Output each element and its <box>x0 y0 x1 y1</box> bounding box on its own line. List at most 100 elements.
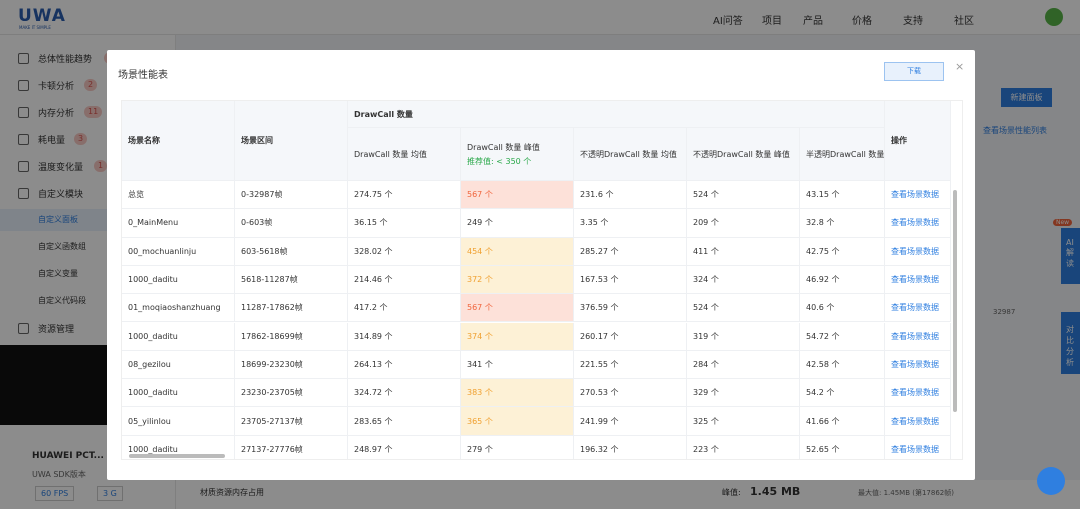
table-header-cell: 操作 <box>885 101 951 181</box>
table-header-cell[interactable]: 不透明DrawCall 数量 峰值 <box>687 128 800 181</box>
peak-value: 1.45 MB <box>750 485 801 498</box>
sidebar-item[interactable]: 卡顿分析 2 <box>0 74 175 96</box>
table-cell: 3.35 个 <box>574 209 687 238</box>
table-cell: 05_yilinlou <box>122 407 235 436</box>
scene-list-link[interactable]: 查看场景性能列表 <box>983 126 1047 135</box>
column-title: DrawCall 数量 均值 <box>354 149 427 159</box>
sidebar-item[interactable]: 自定义模块 <box>0 182 175 204</box>
sidebar-label: 自定义函数组 <box>38 242 86 251</box>
nav-item[interactable]: 项目 <box>762 16 782 27</box>
table-cell: 324 个 <box>687 265 800 295</box>
logo: UWA <box>18 6 66 26</box>
fps-select[interactable]: 60 FPS <box>35 486 75 501</box>
new-panel-button[interactable]: 新建面板 <box>1001 88 1052 107</box>
table-cell: 42.58 个 <box>800 350 885 380</box>
modal: 场景性能表 下载 × 场景名称 场景区间 DrawCall 数量 DrawCall 数量 均… <box>107 50 975 480</box>
peak-label: 峰值: <box>722 488 741 497</box>
max-value: 最大值: 1.45MB (第17862帧) <box>858 489 954 497</box>
table-cell: 249 个 <box>461 209 574 238</box>
table-cell: 567 个 <box>461 181 574 210</box>
sidebar-icon <box>18 107 29 118</box>
view-link[interactable]: 查看场景数据 <box>885 209 951 238</box>
recommend-note: 推荐值: < 350 个 <box>467 156 532 166</box>
sidebar-item[interactable]: 自定义代码段 <box>0 290 175 312</box>
view-link[interactable]: 查看场景数据 <box>885 435 951 459</box>
table-cell: 603-5618帧 <box>235 237 348 266</box>
chat-button[interactable] <box>1037 467 1065 495</box>
table-cell: 221.55 个 <box>574 350 687 380</box>
table-cell: 0-32987帧 <box>235 181 348 210</box>
table-cell: 32.8 个 <box>800 209 885 238</box>
avatar <box>1045 8 1063 26</box>
table-cell: 27137-27776帧 <box>235 435 348 459</box>
table-header-cell[interactable]: DrawCall 数量 峰值 推荐值: < 350 个 <box>461 128 574 181</box>
table-cell: 283.65 个 <box>348 407 461 436</box>
sidebar-label: 自定义变量 <box>38 269 78 278</box>
view-link[interactable]: 查看场景数据 <box>885 181 951 210</box>
table-cell: 341 个 <box>461 350 574 380</box>
sidebar-item[interactable]: 自定义函数组 <box>0 236 175 258</box>
compare-button[interactable]: 对比分析 <box>1061 312 1080 374</box>
table-cell: 285.27 个 <box>574 237 687 266</box>
table-cell: 41.66 个 <box>800 407 885 436</box>
table-cell: 383 个 <box>461 379 574 408</box>
h-scrollbar <box>129 454 225 458</box>
sidebar-item[interactable]: 自定义变量 <box>0 263 175 285</box>
nav-item[interactable]: 价格 <box>852 16 872 27</box>
sidebar-item[interactable]: 耗电量 3 <box>0 128 175 150</box>
table-cell: 1000_daditu <box>122 435 235 459</box>
sidebar-label: 温度变化量 <box>38 163 84 173</box>
table-cell: 270.53 个 <box>574 379 687 408</box>
sidebar-item[interactable]: 资源管理 <box>0 317 175 339</box>
sidebar-item[interactable]: 内存分析 11 <box>0 101 175 123</box>
view-link[interactable]: 查看场景数据 <box>885 237 951 266</box>
sidebar-item[interactable]: 温度变化量 1 <box>0 155 175 177</box>
v-scrollbar <box>953 190 957 412</box>
table-cell: 214.46 个 <box>348 265 461 295</box>
table-header-cell[interactable]: 半透明DrawCall 数量 均值 <box>800 128 885 181</box>
table-cell: 42.75 个 <box>800 237 885 266</box>
table-cell: 总览 <box>122 181 235 210</box>
table-cell: 567 个 <box>461 294 574 323</box>
table-cell: 1000_daditu <box>122 379 235 408</box>
badge: 3 <box>74 133 88 145</box>
sdk-version: UWA SDK版本 <box>32 470 86 479</box>
view-link[interactable]: 查看场景数据 <box>885 379 951 408</box>
nav-item[interactable]: 产品 <box>803 16 823 27</box>
footer-bar <box>176 480 1080 509</box>
view-link[interactable]: 查看场景数据 <box>885 322 951 351</box>
view-link[interactable]: 查看场景数据 <box>885 294 951 323</box>
nav-item[interactable]: 社区 <box>954 16 974 27</box>
close-button[interactable]: × <box>955 60 965 73</box>
table-cell: 325 个 <box>687 407 800 436</box>
table-cell: 196.32 个 <box>574 435 687 459</box>
ai-button[interactable]: AI解读 <box>1061 228 1080 284</box>
table-cell: 328.02 个 <box>348 237 461 266</box>
nav-item[interactable]: AI问答 <box>713 16 743 27</box>
view-link[interactable]: 查看场景数据 <box>885 350 951 380</box>
table-header-cell[interactable]: DrawCall 数量 均值 <box>348 128 461 181</box>
nav-item[interactable]: 支持 <box>903 16 923 27</box>
sidebar-icon <box>18 134 29 145</box>
table-cell: 54.2 个 <box>800 379 885 408</box>
table-header-cell[interactable]: 不透明DrawCall 数量 均值 <box>574 128 687 181</box>
table-cell: 1000_daditu <box>122 265 235 295</box>
download-button[interactable]: 下载 <box>884 62 944 81</box>
view-link[interactable]: 查看场景数据 <box>885 265 951 295</box>
table-cell: 5618-11287帧 <box>235 265 348 295</box>
table-cell: 324.72 个 <box>348 379 461 408</box>
table-cell: 00_mochuanlinju <box>122 237 235 266</box>
table-cell: 46.92 个 <box>800 265 885 295</box>
table-cell: 23230-23705帧 <box>235 379 348 408</box>
sidebar-label: 自定义代码段 <box>38 296 86 305</box>
table-cell: 279 个 <box>461 435 574 459</box>
view-link[interactable]: 查看场景数据 <box>885 407 951 436</box>
sidebar-label: 资源管理 <box>38 325 75 335</box>
tagline: MAKE IT SIMPLE <box>19 25 51 30</box>
table-cell: 01_moqiaoshanzhuang <box>122 294 235 323</box>
column-title: DrawCall 数量 峰值 <box>467 142 540 152</box>
mem-select[interactable]: 3 G <box>97 486 123 501</box>
sidebar-icon <box>18 53 29 64</box>
sidebar-label: 自定义模块 <box>38 190 84 200</box>
